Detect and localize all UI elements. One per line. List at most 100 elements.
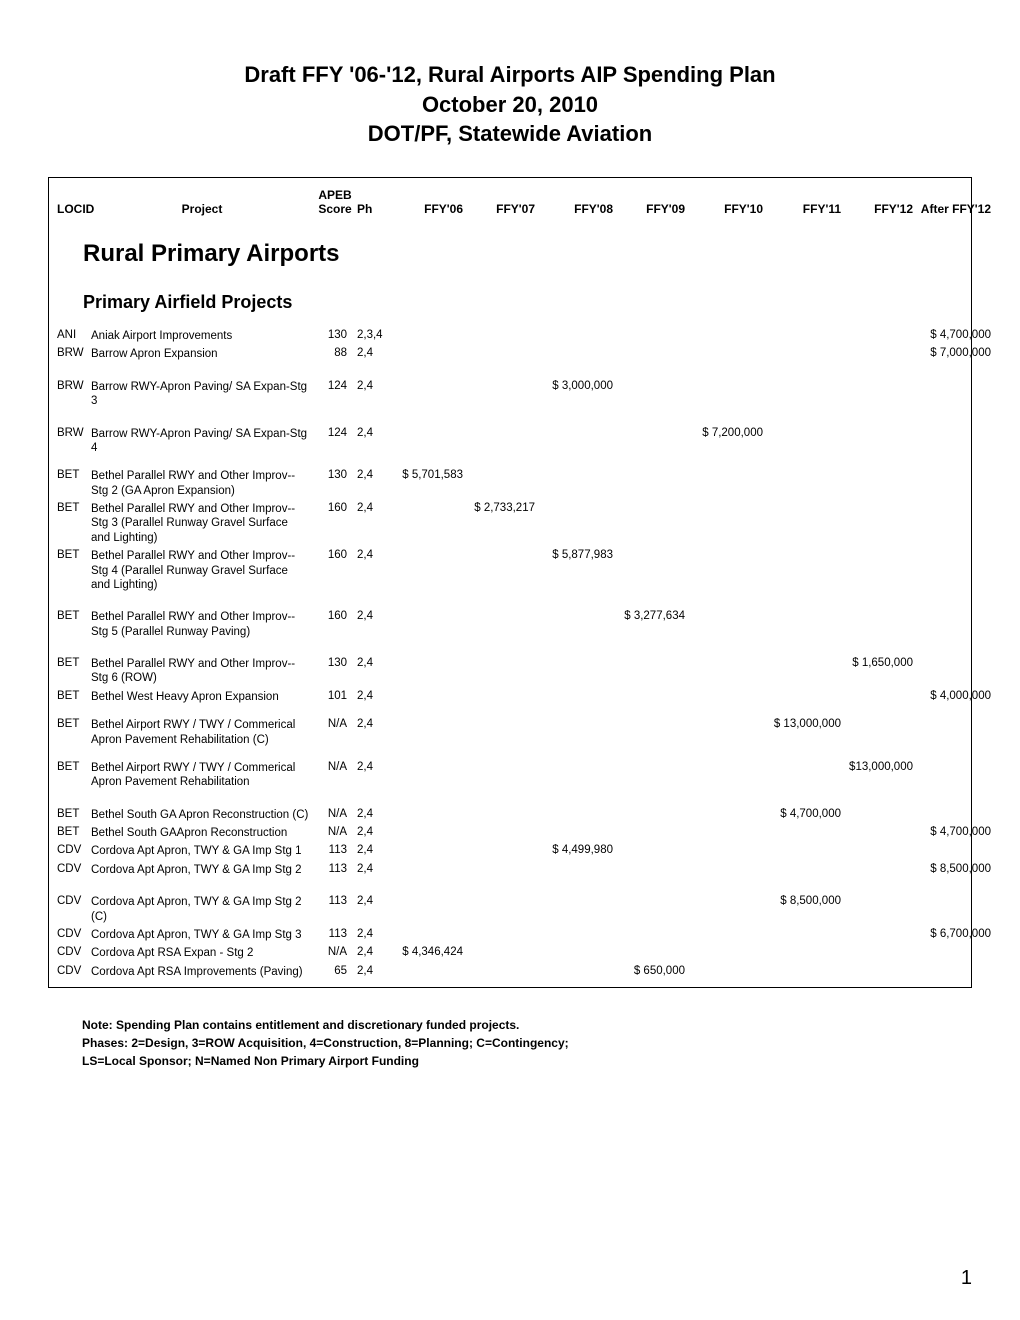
table-row: BETBethel South GAApron ReconstructionN/… — [55, 824, 993, 842]
cell-y09: $ 3,277,634 — [615, 608, 687, 641]
cell-score: 113 — [315, 842, 355, 860]
cell-after — [915, 378, 993, 411]
cell-y08 — [537, 806, 615, 824]
cell-y11 — [765, 688, 843, 706]
cell-score: 113 — [315, 893, 355, 926]
cell-score: N/A — [315, 944, 355, 962]
cell-y08 — [537, 926, 615, 944]
cell-y12 — [843, 425, 915, 458]
cell-locid: BET — [55, 759, 89, 792]
cell-y10 — [687, 944, 765, 962]
cell-y06: $ 4,346,424 — [393, 944, 465, 962]
cell-y06 — [393, 547, 465, 594]
cell-score: 130 — [315, 327, 355, 345]
cell-project: Barrow RWY-Apron Paving/ SA Expan-Stg 3 — [89, 378, 315, 411]
cell-score: N/A — [315, 759, 355, 792]
cell-locid: BET — [55, 806, 89, 824]
cell-y09 — [615, 824, 687, 842]
col-ffy10: FFY'10 — [687, 186, 765, 220]
col-after: After FFY'12 — [915, 186, 993, 220]
cell-after — [915, 759, 993, 792]
cell-after — [915, 806, 993, 824]
cell-y06 — [393, 926, 465, 944]
cell-y10 — [687, 467, 765, 500]
cell-after: $ 7,000,000 — [915, 345, 993, 363]
cell-y07 — [465, 926, 537, 944]
cell-y11: $ 8,500,000 — [765, 893, 843, 926]
cell-y08 — [537, 425, 615, 458]
cell-project: Bethel Airport RWY / TWY / Commerical Ap… — [89, 759, 315, 792]
page-number: 1 — [961, 1267, 972, 1290]
col-ffy09: FFY'09 — [615, 186, 687, 220]
cell-y12 — [843, 327, 915, 345]
cell-y07 — [465, 759, 537, 792]
table-row: BETBethel Parallel RWY and Other Improv-… — [55, 608, 993, 641]
header-row: LOCID Project APEB Score Ph FFY'06 FFY'0… — [55, 186, 993, 220]
cell-y06 — [393, 716, 465, 749]
title-line-2: October 20, 2010 — [48, 90, 972, 120]
cell-y07 — [465, 378, 537, 411]
cell-after — [915, 500, 993, 547]
cell-score: N/A — [315, 806, 355, 824]
cell-score: N/A — [315, 716, 355, 749]
cell-locid: ANI — [55, 327, 89, 345]
cell-after — [915, 842, 993, 860]
table-row: BETBethel Parallel RWY and Other Improv-… — [55, 655, 993, 688]
cell-after: $ 4,700,000 — [915, 327, 993, 345]
cell-y09 — [615, 500, 687, 547]
cell-score: 160 — [315, 547, 355, 594]
cell-project: Bethel Parallel RWY and Other Improv--St… — [89, 547, 315, 594]
note-line-3: LS=Local Sponsor; N=Named Non Primary Ai… — [82, 1052, 972, 1070]
cell-y10 — [687, 806, 765, 824]
cell-y09 — [615, 842, 687, 860]
cell-project: Aniak Airport Improvements — [89, 327, 315, 345]
table-row: BETBethel Parallel RWY and Other Improv-… — [55, 547, 993, 594]
cell-y10: $ 7,200,000 — [687, 425, 765, 458]
cell-project: Bethel Parallel RWY and Other Improv--St… — [89, 655, 315, 688]
cell-y11: $ 13,000,000 — [765, 716, 843, 749]
cell-y08 — [537, 944, 615, 962]
cell-y07 — [465, 655, 537, 688]
cell-y07 — [465, 345, 537, 363]
cell-locid: CDV — [55, 926, 89, 944]
cell-y06 — [393, 824, 465, 842]
cell-ph: 2,4 — [355, 500, 393, 547]
section-h1-row: Rural Primary Airports — [55, 220, 993, 278]
cell-y08 — [537, 893, 615, 926]
page: Draft FFY '06-'12, Rural Airports AIP Sp… — [0, 0, 1020, 1320]
cell-y06 — [393, 500, 465, 547]
table-row: CDVCordova Apt RSA Improvements (Paving)… — [55, 963, 993, 981]
cell-locid: BRW — [55, 425, 89, 458]
cell-y10 — [687, 861, 765, 879]
cell-locid: BRW — [55, 378, 89, 411]
cell-y12 — [843, 842, 915, 860]
table-row: CDVCordova Apt Apron, TWY & GA Imp Stg 2… — [55, 893, 993, 926]
cell-y06 — [393, 759, 465, 792]
cell-ph: 2,4 — [355, 759, 393, 792]
cell-y07 — [465, 806, 537, 824]
cell-ph: 2,4 — [355, 688, 393, 706]
cell-y11 — [765, 963, 843, 981]
table-frame: LOCID Project APEB Score Ph FFY'06 FFY'0… — [48, 177, 972, 988]
spacer-row — [55, 457, 993, 467]
cell-y08: $ 3,000,000 — [537, 378, 615, 411]
notes-block: Note: Spending Plan contains entitlement… — [48, 1016, 972, 1070]
cell-y12 — [843, 926, 915, 944]
title-line-1: Draft FFY '06-'12, Rural Airports AIP Sp… — [48, 60, 972, 90]
table-row: BETBethel Airport RWY / TWY / Commerical… — [55, 759, 993, 792]
cell-after: $ 6,700,000 — [915, 926, 993, 944]
cell-y09 — [615, 345, 687, 363]
col-ffy12: FFY'12 — [843, 186, 915, 220]
cell-after — [915, 893, 993, 926]
cell-y11 — [765, 425, 843, 458]
cell-project: Cordova Apt RSA Expan - Stg 2 — [89, 944, 315, 962]
table-row: BETBethel Airport RWY / TWY / Commerical… — [55, 716, 993, 749]
cell-y09 — [615, 716, 687, 749]
cell-y12 — [843, 378, 915, 411]
cell-ph: 2,4 — [355, 842, 393, 860]
cell-y07 — [465, 327, 537, 345]
cell-locid: BRW — [55, 345, 89, 363]
cell-ph: 2,4 — [355, 467, 393, 500]
cell-y08 — [537, 467, 615, 500]
cell-y07 — [465, 547, 537, 594]
